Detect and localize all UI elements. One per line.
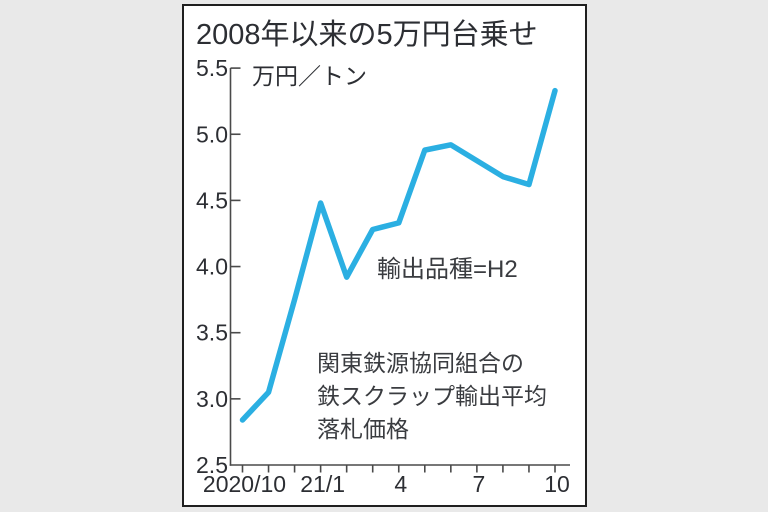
- y-tick-label: 2.5: [196, 452, 228, 478]
- annotation-export-grade: 輸出品種=H2: [377, 256, 518, 283]
- x-tick-label: 10: [544, 471, 570, 497]
- y-tick-label: 5.5: [196, 55, 228, 81]
- x-tick-label: 21/1: [300, 471, 345, 497]
- y-tick-label: 3.0: [196, 386, 228, 412]
- chart-panel: [182, 4, 587, 507]
- y-tick-label: 4.5: [196, 187, 228, 213]
- x-tick-label: 4: [394, 471, 407, 497]
- chart-title: 2008年以来の5万円台乗せ: [196, 19, 538, 51]
- y-tick-label: 3.5: [196, 320, 228, 346]
- annotation-source: 関東鉄源協同組合の 鉄スクラップ輸出平均 落札価格: [317, 350, 547, 442]
- y-tick-label: 4.0: [196, 254, 228, 280]
- x-tick-label: 2020/10: [203, 471, 286, 497]
- y-tick-label: 5.0: [196, 121, 228, 147]
- y-axis-unit-label: 万円／トン: [252, 63, 367, 89]
- x-tick-label: 7: [472, 471, 485, 497]
- price-line: [239, 87, 558, 423]
